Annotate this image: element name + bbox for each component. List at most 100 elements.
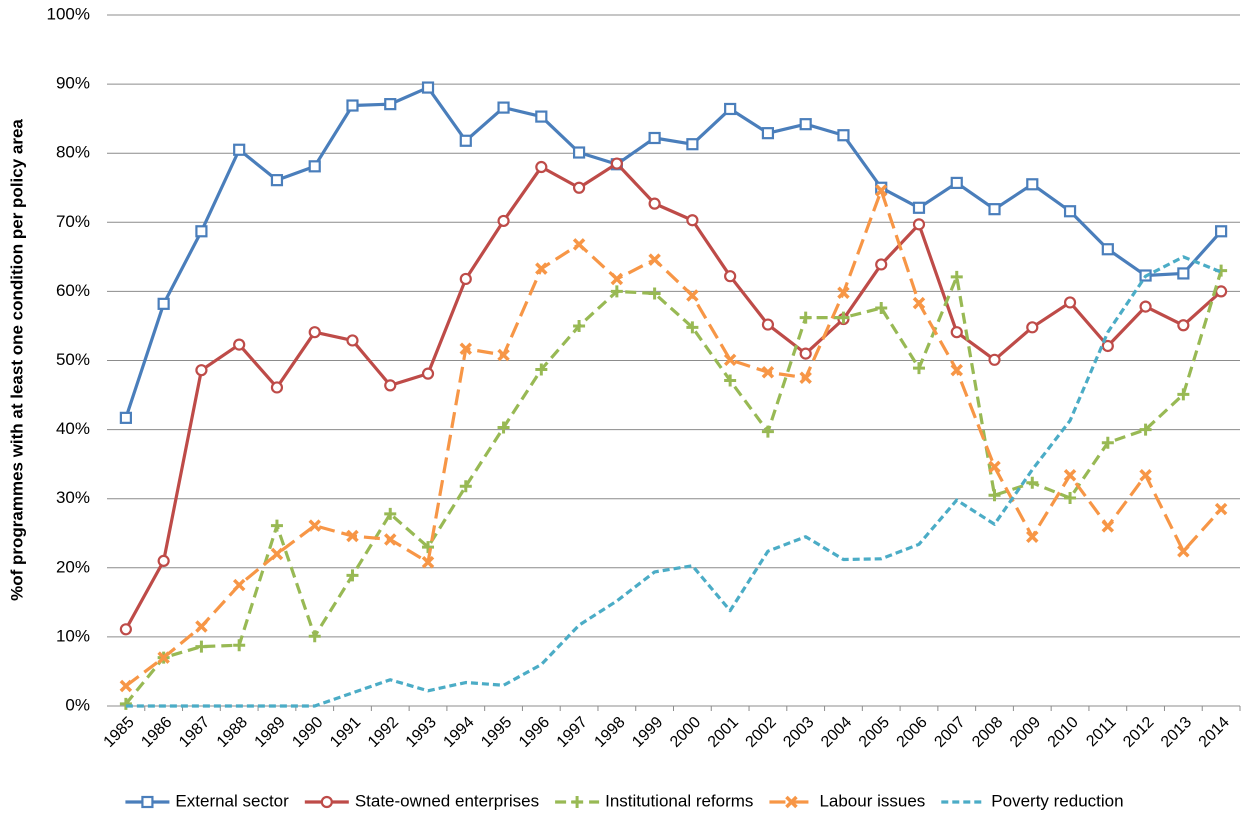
- x-tick-label: 1989: [252, 714, 289, 751]
- marker: [988, 489, 1001, 502]
- marker: [1101, 243, 1114, 256]
- x-tick-label: 1994: [440, 714, 477, 751]
- x-tick-label: 2007: [931, 714, 968, 751]
- marker: [573, 319, 586, 332]
- marker: [157, 297, 170, 310]
- series: [119, 157, 1228, 636]
- marker: [421, 367, 435, 380]
- marker: [1063, 205, 1077, 218]
- legend-label: External sector: [175, 791, 289, 810]
- marker: [1177, 544, 1190, 558]
- series: [119, 184, 1228, 693]
- marker: [1026, 476, 1039, 489]
- marker: [308, 519, 321, 532]
- marker: [610, 157, 623, 170]
- marker: [950, 176, 963, 190]
- marker: [1101, 436, 1114, 449]
- marker: [912, 201, 926, 214]
- marker: [785, 795, 798, 809]
- x-tick-label: 1985: [101, 714, 138, 751]
- marker: [724, 270, 737, 283]
- marker: [232, 578, 246, 592]
- y-tick-label: 30%: [56, 488, 90, 507]
- marker: [270, 547, 284, 561]
- marker: [497, 348, 510, 362]
- series: [125, 255, 1222, 708]
- x-tick-label: 1996: [516, 714, 553, 751]
- marker: [308, 326, 321, 339]
- x-tick-label: 2005: [856, 714, 893, 751]
- y-tick-label: 70%: [56, 212, 90, 231]
- x-tick-label: 2010: [1045, 714, 1082, 751]
- marker: [799, 311, 812, 324]
- marker: [233, 639, 246, 652]
- marker: [874, 184, 888, 197]
- marker: [572, 181, 586, 194]
- x-tick-label: 2012: [1120, 714, 1157, 751]
- x-tick-label: 1995: [478, 714, 515, 751]
- marker: [686, 289, 699, 302]
- marker: [1139, 423, 1152, 436]
- x-tick-label: 1988: [214, 714, 251, 751]
- marker: [686, 321, 699, 334]
- y-tick-label: 10%: [56, 626, 90, 645]
- marker: [119, 623, 132, 636]
- marker: [1139, 468, 1152, 482]
- marker: [535, 262, 548, 275]
- marker: [535, 160, 548, 174]
- y-tick-label: 60%: [56, 281, 90, 300]
- x-tick-label: 2003: [780, 714, 817, 751]
- marker: [157, 651, 170, 664]
- marker: [761, 425, 774, 438]
- x-tick-label: 2008: [969, 714, 1006, 751]
- legend-label: State-owned enterprises: [355, 791, 539, 810]
- marker: [421, 556, 435, 569]
- marker: [195, 620, 208, 633]
- marker: [610, 272, 624, 286]
- marker: [686, 214, 699, 227]
- marker: [346, 569, 359, 582]
- x-tick-label: 1999: [629, 714, 666, 751]
- marker: [346, 334, 359, 347]
- marker: [610, 285, 623, 298]
- marker: [950, 326, 963, 339]
- marker: [346, 99, 359, 112]
- marker: [988, 203, 1001, 216]
- marker: [1026, 530, 1039, 543]
- marker: [723, 353, 737, 367]
- marker: [799, 118, 812, 131]
- marker: [195, 225, 208, 238]
- series-line: [124, 188, 1223, 688]
- marker: [497, 421, 510, 434]
- legend-item: State-owned enterprises: [304, 791, 539, 810]
- marker: [157, 554, 170, 567]
- marker: [497, 101, 510, 114]
- marker: [384, 507, 397, 520]
- marker: [1063, 468, 1077, 482]
- legend-label: Poverty reduction: [991, 791, 1123, 810]
- x-tick-label: 2001: [705, 714, 742, 751]
- marker: [535, 110, 548, 123]
- marker: [648, 197, 661, 210]
- marker: [1139, 300, 1152, 313]
- x-tick-label: 1991: [327, 714, 364, 751]
- x-tick-label: 1987: [176, 714, 213, 751]
- marker: [119, 411, 132, 424]
- x-tick-label: 2006: [894, 714, 931, 751]
- marker: [1177, 388, 1190, 401]
- x-tick-label: 2009: [1007, 714, 1044, 751]
- marker: [950, 270, 963, 283]
- marker: [119, 697, 132, 710]
- marker: [459, 342, 473, 355]
- legend-label: Institutional reforms: [605, 791, 753, 810]
- series-line: [124, 85, 1223, 419]
- marker: [1177, 319, 1190, 332]
- marker: [195, 640, 208, 653]
- y-tick-label: 100%: [47, 4, 90, 23]
- y-axis-title: %of programmes with at least one conditi…: [7, 119, 26, 601]
- marker: [422, 541, 435, 554]
- x-tick-label: 2013: [1158, 714, 1195, 751]
- marker: [648, 287, 661, 300]
- x-tick-label: 1986: [138, 714, 175, 751]
